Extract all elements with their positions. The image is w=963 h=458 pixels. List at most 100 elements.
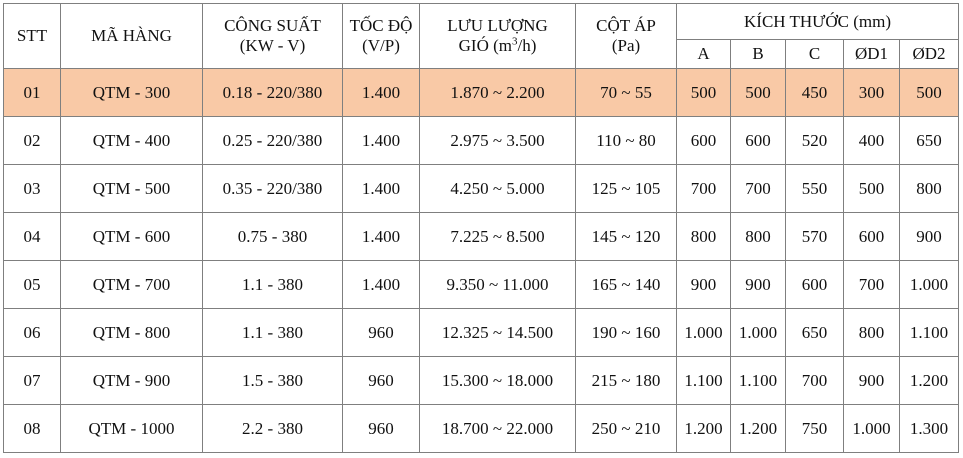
header-cot-ap: CỘT ÁP (Pa) (575, 3, 677, 69)
header-kich-thuoc: KÍCH THƯỚC (mm) (675, 3, 960, 40)
cell-dim-c: 700 (785, 356, 844, 405)
cell-dim-d1: 300 (843, 68, 900, 117)
cell-cong-suat: 2.2 - 380 (202, 404, 343, 453)
cell-cot-ap: 110 ~ 80 (575, 116, 677, 165)
cell-toc-do: 960 (342, 356, 420, 405)
cell-dim-a: 700 (676, 164, 731, 213)
cell-dim-d2: 500 (898, 68, 960, 117)
cell-dim-c: 600 (785, 260, 844, 309)
cell-dim-d1: 600 (843, 212, 900, 261)
table-row: 02 QTM - 400 0.25 - 220/380 1.400 2.975 ~ 3.… (3, 116, 960, 165)
cell-dim-b: 500 (730, 68, 786, 117)
table-row: 04 QTM - 600 0.75 - 380 1.400 7.225 ~ 8.500 1… (3, 212, 960, 261)
cell-dim-b: 800 (730, 212, 786, 261)
table-header: STT MÃ HÀNG CÔNG SUẤT (KW - V) TỐC ĐỘ (V… (3, 3, 960, 69)
cell-dim-d2: 900 (898, 212, 960, 261)
cell-cong-suat: 0.75 - 380 (202, 212, 343, 261)
cell-ma-hang: QTM - 500 (60, 164, 203, 213)
cell-dim-a: 600 (676, 116, 731, 165)
cell-toc-do: 960 (342, 404, 420, 453)
cell-dim-a: 1.200 (676, 404, 731, 453)
cell-dim-b: 700 (730, 164, 786, 213)
header-cong-suat-title: CÔNG SUẤT (224, 16, 321, 35)
cell-toc-do: 1.400 (342, 68, 420, 117)
cell-cot-ap: 215 ~ 180 (575, 356, 677, 405)
header-cong-suat-unit: (KW - V) (239, 36, 306, 55)
header-toc-do-unit: (V/P) (362, 36, 400, 55)
cell-luu-luong: 12.325 ~ 14.500 (419, 308, 576, 357)
cell-dim-a: 900 (676, 260, 731, 309)
header-ma-hang: MÃ HÀNG (60, 3, 203, 69)
cell-dim-b: 1.000 (730, 308, 786, 357)
cell-dim-a: 500 (676, 68, 731, 117)
cell-stt: 01 (3, 68, 61, 117)
cell-cot-ap: 250 ~ 210 (575, 404, 677, 453)
cell-cong-suat: 1.1 - 380 (202, 260, 343, 309)
cell-luu-luong: 1.870 ~ 2.200 (419, 68, 576, 117)
table-row: 01 QTM - 300 0.18 - 220/380 1.400 1.870 ~ 2.… (3, 68, 960, 117)
cell-toc-do: 1.400 (342, 116, 420, 165)
cell-luu-luong: 9.350 ~ 11.000 (419, 260, 576, 309)
cell-cong-suat: 1.1 - 380 (202, 308, 343, 357)
header-luu-luong: LƯU LƯỢNG GIÓ (m3/h) (419, 3, 576, 69)
cell-luu-luong: 15.300 ~ 18.000 (419, 356, 576, 405)
cell-cong-suat: 1.5 - 380 (202, 356, 343, 405)
cell-cong-suat: 0.25 - 220/380 (202, 116, 343, 165)
table-row: 05 QTM - 700 1.1 - 380 1.400 9.350 ~ 11.000 1… (3, 260, 960, 309)
cell-dim-d1: 500 (843, 164, 900, 213)
cell-cot-ap: 125 ~ 105 (575, 164, 677, 213)
cell-dim-a: 1.000 (676, 308, 731, 357)
cell-dim-d1: 700 (843, 260, 900, 309)
header-dim-d1: ØD1 (843, 39, 900, 69)
cell-cong-suat: 0.18 - 220/380 (202, 68, 343, 117)
cell-dim-d2: 1.300 (898, 404, 960, 453)
luu-luong-unit-suffix: /h) (517, 36, 537, 55)
cell-ma-hang: QTM - 800 (60, 308, 203, 357)
header-toc-do-title: TỐC ĐỘ (349, 16, 413, 35)
luu-luong-unit-prefix: GIÓ (m (458, 36, 512, 55)
header-dim-d2: ØD2 (898, 39, 960, 69)
cell-ma-hang: QTM - 900 (60, 356, 203, 405)
cell-dim-c: 550 (785, 164, 844, 213)
cell-ma-hang: QTM - 300 (60, 68, 203, 117)
luu-luong-unit-sup: 3 (511, 35, 518, 48)
cell-dim-d1: 800 (843, 308, 900, 357)
cell-ma-hang: QTM - 400 (60, 116, 203, 165)
cell-dim-d2: 1.100 (898, 308, 960, 357)
header-dim-c: C (785, 39, 844, 69)
table-row: 03 QTM - 500 0.35 - 220/380 1.400 4.250 ~ 5.… (3, 164, 960, 213)
cell-dim-b: 1.100 (730, 356, 786, 405)
cell-stt: 06 (3, 308, 61, 357)
cell-stt: 07 (3, 356, 61, 405)
cell-dim-b: 600 (730, 116, 786, 165)
cell-stt: 03 (3, 164, 61, 213)
cell-cot-ap: 190 ~ 160 (575, 308, 677, 357)
fan-spec-table: STT MÃ HÀNG CÔNG SUẤT (KW - V) TỐC ĐỘ (V… (3, 3, 960, 453)
header-cot-ap-unit: (Pa) (611, 36, 641, 55)
cell-toc-do: 1.400 (342, 212, 420, 261)
cell-dim-d2: 1.200 (898, 356, 960, 405)
cell-dim-b: 900 (730, 260, 786, 309)
cell-toc-do: 1.400 (342, 260, 420, 309)
cell-stt: 02 (3, 116, 61, 165)
cell-ma-hang: QTM - 600 (60, 212, 203, 261)
cell-luu-luong: 4.250 ~ 5.000 (419, 164, 576, 213)
cell-toc-do: 1.400 (342, 164, 420, 213)
cell-toc-do: 960 (342, 308, 420, 357)
cell-dim-a: 1.100 (676, 356, 731, 405)
cell-stt: 04 (3, 212, 61, 261)
cell-stt: 08 (3, 404, 61, 453)
cell-cot-ap: 145 ~ 120 (575, 212, 677, 261)
header-dim-a: A (676, 39, 731, 69)
cell-luu-luong: 7.225 ~ 8.500 (419, 212, 576, 261)
cell-dim-d2: 1.000 (898, 260, 960, 309)
header-stt: STT (3, 3, 61, 69)
header-cot-ap-title: CỘT ÁP (596, 16, 656, 35)
header-toc-do: TỐC ĐỘ (V/P) (342, 3, 420, 69)
header-luu-luong-title: LƯU LƯỢNG (447, 16, 548, 35)
cell-dim-d1: 400 (843, 116, 900, 165)
cell-dim-d2: 800 (898, 164, 960, 213)
cell-ma-hang: QTM - 1000 (60, 404, 203, 453)
cell-cot-ap: 165 ~ 140 (575, 260, 677, 309)
cell-dim-c: 520 (785, 116, 844, 165)
